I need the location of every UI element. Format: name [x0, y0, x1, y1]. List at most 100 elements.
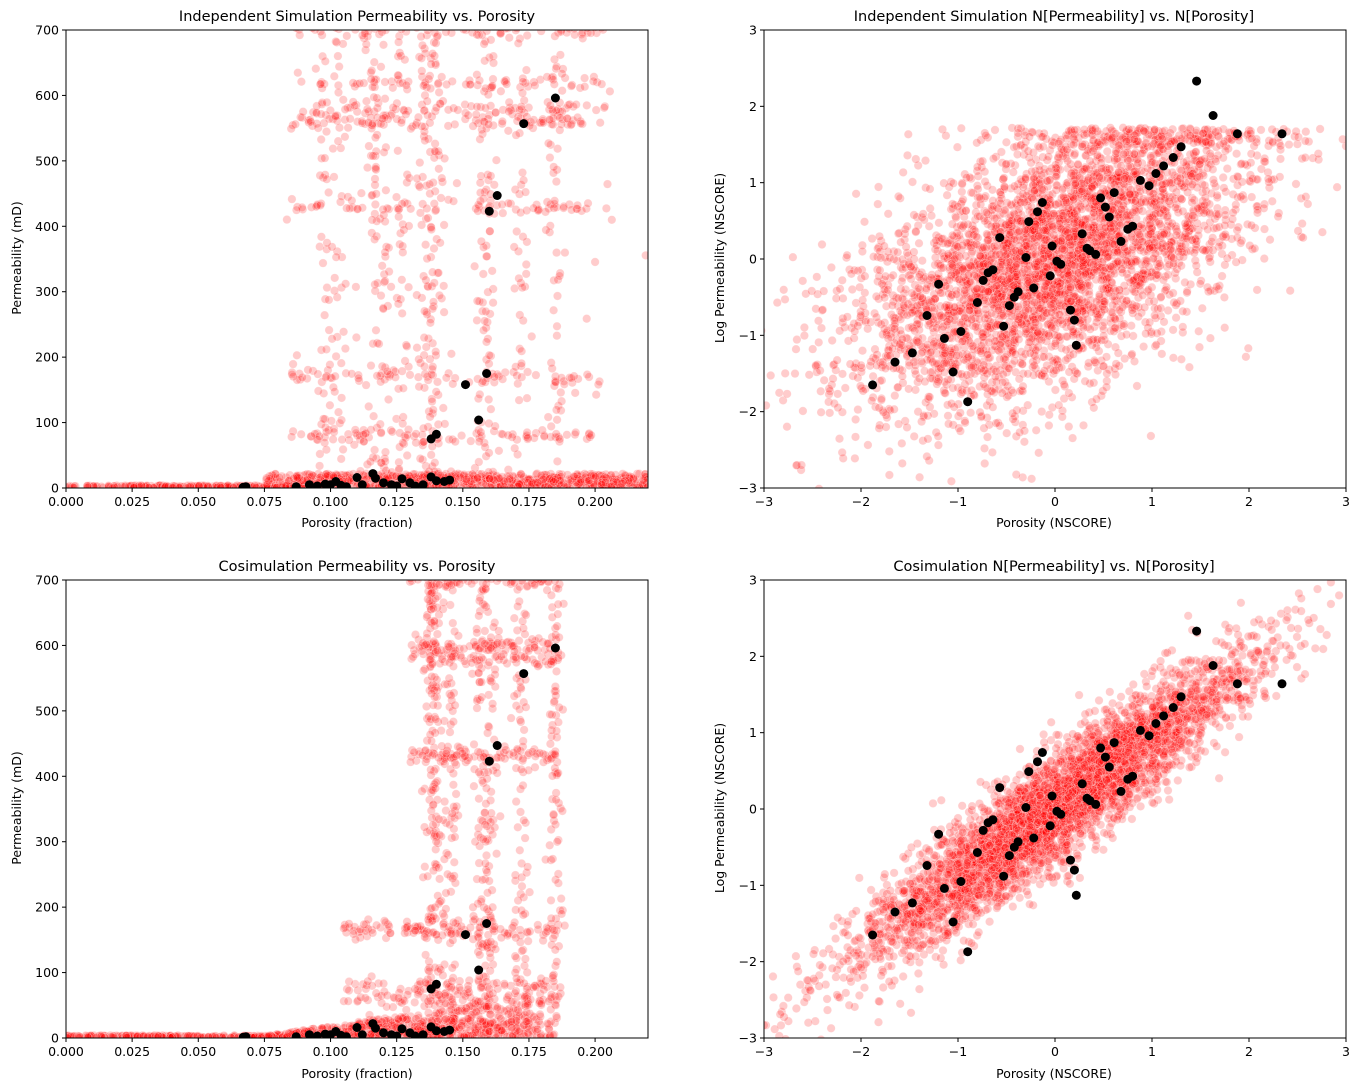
simulated-point	[391, 192, 401, 202]
simulated-point	[925, 347, 935, 357]
simulated-point	[510, 185, 520, 195]
simulated-point	[555, 271, 565, 281]
simulated-point	[370, 234, 380, 244]
simulated-point	[591, 477, 601, 487]
simulated-point	[497, 119, 507, 129]
simulated-point	[543, 412, 553, 422]
simulated-point	[325, 106, 335, 116]
simulated-point	[192, 482, 202, 488]
simulated-point	[198, 481, 208, 488]
simulated-point	[581, 477, 591, 487]
simulated-point	[531, 428, 541, 438]
simulated-point	[328, 114, 338, 124]
simulated-point	[403, 425, 413, 435]
simulated-point	[383, 369, 393, 379]
simulated-point	[599, 480, 609, 488]
simulated-point	[179, 482, 189, 488]
simulated-point	[270, 481, 280, 488]
simulated-point	[523, 82, 533, 92]
simulated-point	[277, 478, 287, 488]
simulated-point	[308, 107, 318, 117]
simulated-point	[466, 436, 476, 446]
simulated-point	[565, 373, 575, 383]
simulated-point	[631, 474, 641, 484]
simulated-point	[110, 482, 119, 488]
simulated-point	[302, 469, 312, 479]
simulated-point	[602, 179, 612, 189]
simulated-point	[582, 482, 592, 488]
simulated-point	[432, 377, 442, 387]
simulated-point	[384, 267, 394, 277]
simulated-point	[1276, 154, 1286, 164]
simulated-point	[460, 479, 470, 488]
chart-1-xlabel: Porosity (fraction)	[301, 515, 412, 530]
simulated-point	[533, 205, 543, 215]
simulated-point	[325, 360, 335, 370]
simulated-point	[515, 82, 525, 92]
simulated-point	[488, 469, 498, 479]
simulated-point	[224, 482, 234, 488]
simulated-point	[343, 103, 353, 113]
simulated-point	[605, 470, 615, 480]
simulated-point	[371, 165, 381, 175]
simulated-point	[574, 480, 583, 488]
simulated-point	[1182, 288, 1192, 298]
simulated-point	[509, 478, 519, 488]
simulated-point	[539, 470, 549, 480]
x-tick-label: 0.025	[114, 494, 150, 509]
simulated-point	[531, 370, 541, 380]
simulated-point	[498, 374, 508, 384]
simulated-point	[342, 470, 352, 480]
simulated-point	[550, 371, 560, 381]
simulated-point	[97, 482, 106, 488]
simulated-point	[439, 307, 449, 317]
simulated-point	[271, 482, 281, 488]
simulated-point	[617, 481, 627, 488]
simulated-point	[322, 97, 332, 107]
simulated-point	[543, 138, 553, 148]
simulated-point	[550, 473, 560, 483]
simulated-point	[213, 482, 223, 488]
simulated-point	[435, 99, 445, 109]
chart-3-title: Cosimulation Permeability vs. Porosity	[219, 559, 496, 575]
simulated-point	[812, 272, 822, 282]
simulated-point	[308, 366, 318, 376]
simulated-point	[489, 180, 499, 190]
simulated-point	[417, 72, 427, 82]
simulated-point	[112, 482, 122, 488]
simulated-point	[259, 481, 269, 488]
simulated-point	[338, 444, 348, 454]
simulated-point	[576, 470, 586, 480]
simulated-point	[607, 474, 617, 484]
simulated-point	[472, 296, 482, 306]
simulated-point	[294, 369, 304, 379]
simulated-point	[263, 477, 273, 487]
simulated-point	[498, 208, 508, 218]
simulated-point	[1291, 179, 1301, 189]
simulated-point	[318, 173, 328, 183]
simulated-point	[489, 377, 499, 387]
simulated-point	[522, 393, 532, 403]
simulated-point	[324, 425, 334, 435]
simulated-point	[388, 103, 398, 113]
simulated-point	[336, 415, 346, 425]
simulated-point	[377, 458, 387, 468]
simulated-point	[418, 199, 428, 209]
simulated-point	[426, 450, 436, 460]
simulated-point	[171, 482, 181, 488]
simulated-point	[557, 469, 567, 479]
simulated-point	[366, 74, 376, 84]
simulated-point	[617, 472, 627, 482]
simulated-point	[486, 171, 496, 181]
simulated-point	[324, 295, 334, 305]
simulated-point	[423, 213, 433, 223]
simulated-point	[979, 423, 989, 433]
simulated-point	[507, 109, 517, 119]
simulated-point	[541, 17, 549, 25]
simulated-point	[475, 196, 485, 206]
simulated-point	[559, 203, 569, 213]
simulated-point	[324, 325, 334, 335]
simulated-point	[148, 482, 158, 488]
simulated-point	[504, 471, 514, 481]
simulated-point	[267, 470, 277, 480]
